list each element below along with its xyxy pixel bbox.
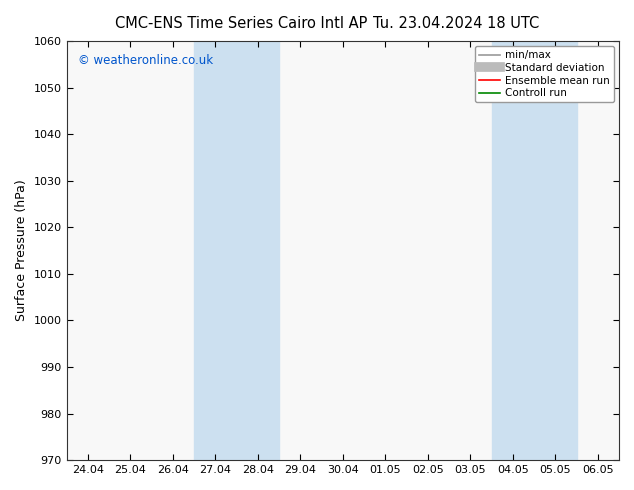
Text: CMC-ENS Time Series Cairo Intl AP: CMC-ENS Time Series Cairo Intl AP — [115, 16, 367, 31]
Y-axis label: Surface Pressure (hPa): Surface Pressure (hPa) — [15, 180, 28, 321]
Text: © weatheronline.co.uk: © weatheronline.co.uk — [77, 53, 213, 67]
Text: Tu. 23.04.2024 18 UTC: Tu. 23.04.2024 18 UTC — [373, 16, 540, 31]
Bar — [491, 41, 576, 460]
Bar — [194, 41, 279, 460]
Legend: min/max, Standard deviation, Ensemble mean run, Controll run: min/max, Standard deviation, Ensemble me… — [475, 46, 614, 102]
